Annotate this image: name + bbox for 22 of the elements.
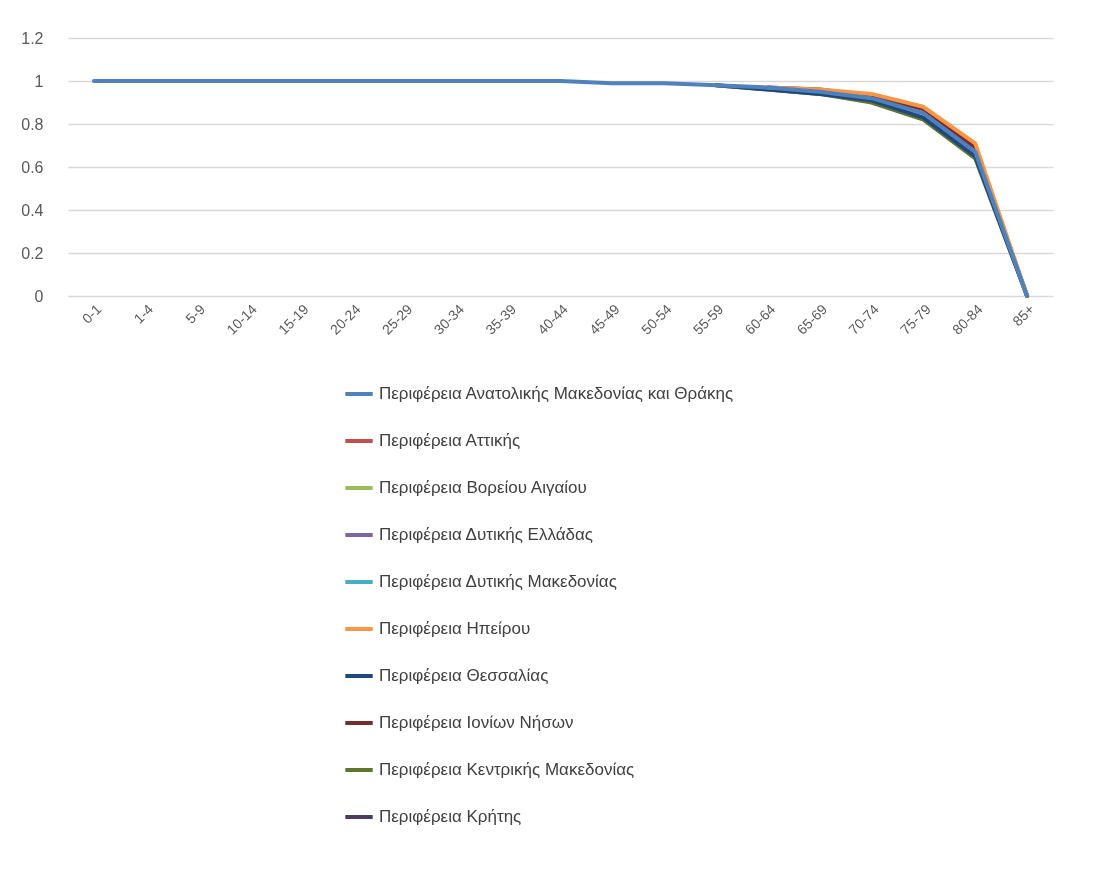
legend-label: Περιφέρεια Ιονίων Νήσων <box>379 713 574 732</box>
y-tick-label: 0.8 <box>21 115 44 133</box>
legend-label: Περιφέρεια Βορείου Αιγαίου <box>379 478 587 497</box>
line-series <box>91 79 1030 298</box>
legend-label: Περιφέρεια Δυτικής Ελλάδας <box>379 525 593 544</box>
y-tick-label: 0.4 <box>21 201 44 219</box>
legend-label: Περιφέρεια Θεσσαλίας <box>379 666 549 685</box>
x-tick-label: 1-4 <box>130 300 157 327</box>
x-tick-label: 5-9 <box>182 300 209 327</box>
legend-label: Περιφέρεια Δυτικής Μακεδονίας <box>379 572 617 591</box>
x-tick-label: 0-1 <box>78 300 105 327</box>
x-tick-label: 85+ <box>1009 301 1038 330</box>
legend-label: Περιφέρεια Κρήτης <box>379 807 522 826</box>
y-tick-label: 1 <box>34 72 44 90</box>
y-tick-label: 0 <box>34 287 44 305</box>
y-tick-label: 0.2 <box>21 244 44 262</box>
legend-label: Περιφέρεια Ηπείρου <box>379 619 531 638</box>
legend-label: Περιφέρεια Αττικής <box>379 431 521 450</box>
legend-label: Περιφέρεια Κεντρικής Μακεδονίας <box>379 760 635 779</box>
y-tick-label: 1.2 <box>21 29 44 47</box>
legend-label: Περιφέρεια Ανατολικής Μακεδονίας και Θράκης <box>379 384 734 403</box>
y-tick-label: 0.6 <box>21 158 44 176</box>
